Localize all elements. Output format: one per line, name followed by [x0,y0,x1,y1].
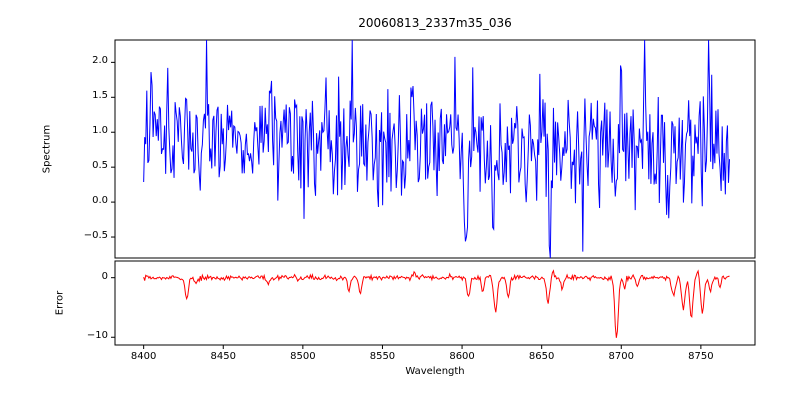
spectrum-y-tick-label: 2.0 [92,55,108,67]
x-tick-label: 8450 [210,351,236,362]
plot-title: 20060813_2337m35_036 [358,16,512,30]
x-tick-label: 8550 [369,351,396,362]
spectrum-line [143,39,731,259]
error-line [143,269,730,338]
spectrum-y-tick-label: 0.0 [92,195,108,207]
x-axis-label: Wavelength [405,366,465,377]
spectrum-axes-frame [114,39,756,259]
error-y-axis-label: Error [54,290,66,316]
x-tick-label: 8400 [130,351,157,362]
x-tick-label: 8650 [528,351,555,362]
data-layer [143,39,731,338]
x-tick-label: 8750 [688,351,714,362]
error-axes-frame [114,260,756,346]
x-tick-label: 8600 [449,351,475,362]
error-y-tick-label: −10 [86,330,108,342]
error-y-tick-label: 0 [101,270,108,282]
spectrum-y-tick-label: 1.0 [92,125,108,137]
spectrum-y-tick-label: −0.5 [83,230,108,242]
x-tick-label: 8700 [608,351,634,362]
axes-layer [111,39,756,349]
spectrum-y-tick-label: 0.5 [92,160,108,172]
x-tick-label: 8500 [290,351,316,362]
spectrum-y-tick-label: 1.5 [92,90,108,102]
